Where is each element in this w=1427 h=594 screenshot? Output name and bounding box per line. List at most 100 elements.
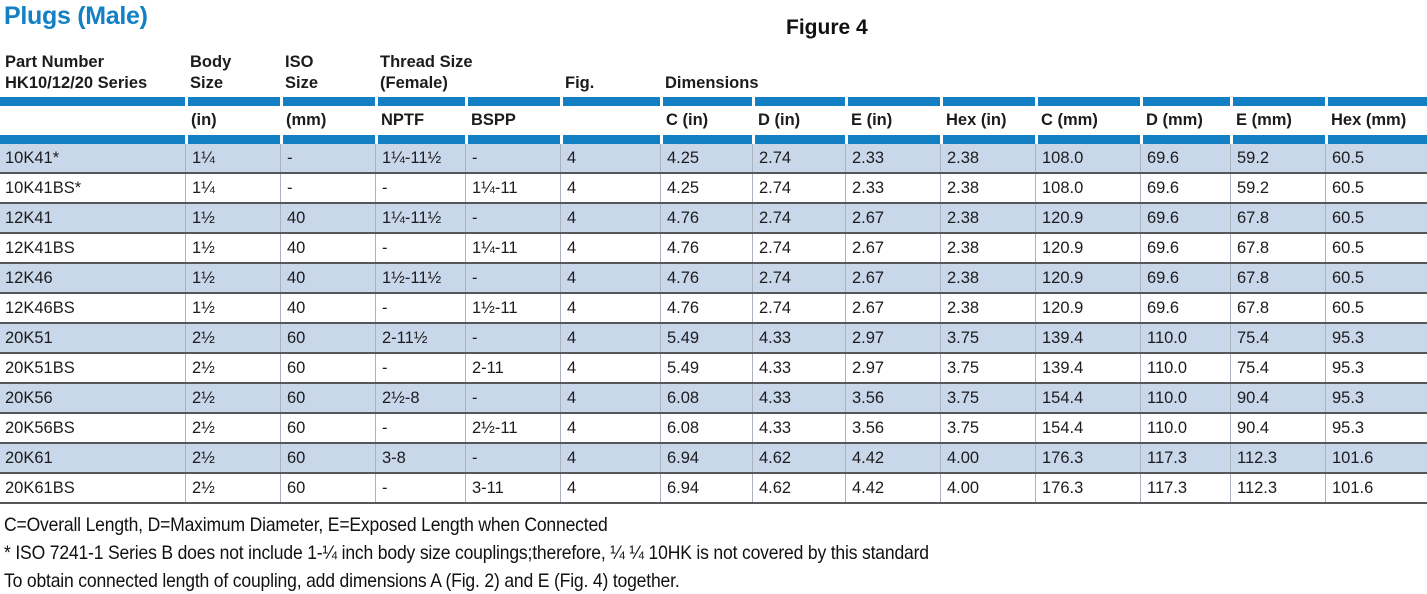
table-cell: - [375,354,465,382]
table-cell: 69.6 [1140,204,1230,232]
bar-segment [185,135,280,144]
table-cell: 6.94 [660,474,752,502]
header-separator-bar-top [0,97,1427,106]
column-header: D (in) [758,111,801,129]
table-header-groups: Part Number HK10/12/20 Series Body Size ISO S… [0,44,1427,97]
table-cell: 1¼ [185,174,280,202]
table-cell: 67.8 [1230,234,1325,262]
table-cell: 1¼-11½ [375,204,465,232]
bar-segment [940,135,1035,144]
table-cell: 1½ [185,294,280,322]
header-separator-bar-bottom [0,135,1427,144]
table-cell: 117.3 [1140,474,1230,502]
table-cell: 40 [280,204,375,232]
table-cell: 60.5 [1325,144,1427,172]
table-cell: 4 [560,414,660,442]
table-cell: 1½-11 [465,294,560,322]
table-cell: 75.4 [1230,324,1325,352]
table-cell: 4.00 [940,474,1035,502]
table-cell: 3.75 [940,354,1035,382]
table-cell: 2½-11 [465,414,560,442]
column-header: (mm) [286,111,327,129]
table-cell: 60 [280,414,375,442]
table-cell: 2.97 [845,354,940,382]
table-cell: 3-8 [375,444,465,472]
table-row: 10K41* 1¼ -1¼-11½ -4 4.25 2.74 2.33 2.38 108.0 69… [0,144,1427,174]
table-cell: 2.38 [940,174,1035,202]
table-cell: 1¼ [185,144,280,172]
column-group-label: Body [190,53,232,71]
column-header: BSPP [471,111,516,129]
table-cell: 4.33 [752,414,845,442]
table-cell: 108.0 [1035,144,1140,172]
column-group-label: (Female) [380,74,448,92]
bar-segment [660,97,752,106]
column-header: D (mm) [1146,111,1203,129]
bar-segment [375,135,465,144]
table-subheader-row: (in) (mm) NPTF BSPP C (in) D (in) E (in) Hex (i… [0,106,1427,135]
table-cell: 110.0 [1140,384,1230,412]
part-number-cell: 10K41BS* [5,179,82,197]
column-group-label: ISO [285,53,314,71]
table-cell: 2.67 [845,204,940,232]
bar-segment [560,97,660,106]
table-cell: 95.3 [1325,324,1427,352]
footnote-line: To obtain connected length of coupling, … [4,570,680,592]
table-cell: 2.67 [845,234,940,262]
table-cell: 139.4 [1035,354,1140,382]
table-cell: 1½-11½ [375,264,465,292]
table-cell: 2.67 [845,264,940,292]
table-cell: 60 [280,384,375,412]
column-group-body-size: Body Size [185,52,280,94]
table-row: 20K56BS 2½ 60-2½-11 4 6.08 4.33 3.56 3.75 154.4 1… [0,414,1427,444]
table-cell: 75.4 [1230,354,1325,382]
table-cell: 1½ [185,204,280,232]
table-cell: 69.6 [1140,144,1230,172]
bar-segment [1230,135,1325,144]
table-cell: 59.2 [1230,174,1325,202]
table-cell: 4.76 [660,204,752,232]
table-cell: 2½ [185,414,280,442]
table-cell: 6.94 [660,444,752,472]
table-cell: 4 [560,324,660,352]
table-cell: 1¼-11 [465,234,560,262]
table-cell: 1¼-11½ [375,144,465,172]
table-cell: 60 [280,324,375,352]
part-number-cell: 12K46 [5,269,53,287]
bar-segment [1035,135,1140,144]
table-cell: 60.5 [1325,264,1427,292]
table-cell: 90.4 [1230,384,1325,412]
bar-segment [752,97,845,106]
column-group-label: Fig. [565,74,595,92]
table-cell: 139.4 [1035,324,1140,352]
table-cell: 4.76 [660,264,752,292]
part-number-cell: 20K56 [5,389,53,407]
column-group-part-number: Part Number HK10/12/20 Series [0,52,185,94]
table-cell: 60.5 [1325,204,1427,232]
table-cell: 4.33 [752,354,845,382]
table-cell: - [465,324,560,352]
column-group-dimensions: Dimensions [660,73,1427,94]
bar-segment [1230,97,1325,106]
table-cell: 101.6 [1325,474,1427,502]
column-header: NPTF [381,111,425,129]
table-cell: - [375,414,465,442]
table-body: 10K41* 1¼ -1¼-11½ -4 4.25 2.74 2.33 2.38 108.0 69… [0,144,1427,504]
table-cell: 2.74 [752,234,845,262]
table-row: 20K61 2½ 60 3-8-4 6.94 4.62 4.42 4.00 176.3 117.3… [0,444,1427,474]
table-cell: 90.4 [1230,414,1325,442]
table-row: 20K61BS 2½ 60-3-11 4 6.94 4.62 4.42 4.00 176.3 11… [0,474,1427,504]
table-cell: 5.49 [660,354,752,382]
table-cell: 4 [560,264,660,292]
table-cell: 60.5 [1325,234,1427,262]
table-cell: 4 [560,204,660,232]
column-group-label: Size [285,74,319,92]
table-row: 20K56 2½ 60 2½-8-4 6.08 4.33 3.56 3.75 154.4 110.… [0,384,1427,414]
bar-segment [1140,135,1230,144]
bar-segment [1035,97,1140,106]
part-number-cell: 20K51BS [5,359,75,377]
table-cell: - [465,444,560,472]
table-cell: 4.62 [752,474,845,502]
table-cell: 2.74 [752,204,845,232]
